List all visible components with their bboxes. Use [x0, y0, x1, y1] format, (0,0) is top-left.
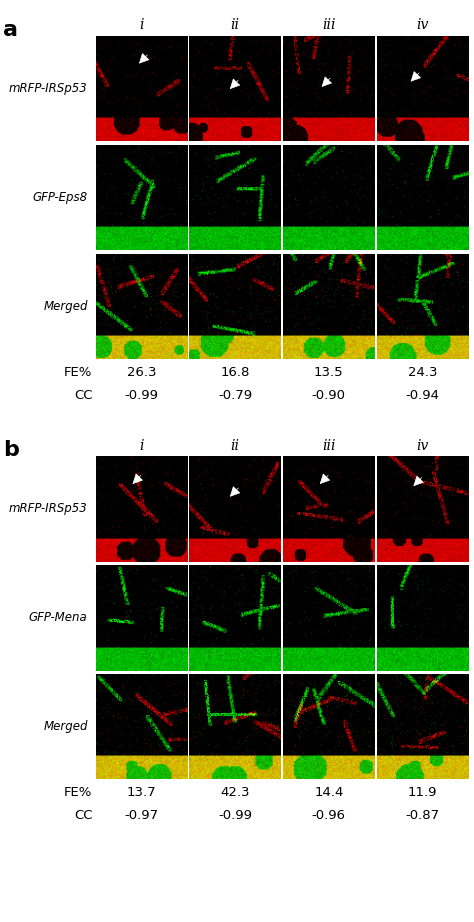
- Text: -0.87: -0.87: [405, 809, 439, 822]
- Text: 13.7: 13.7: [127, 786, 156, 799]
- Text: -0.90: -0.90: [312, 388, 346, 402]
- Text: -0.99: -0.99: [218, 809, 252, 822]
- Text: iv: iv: [416, 18, 428, 32]
- Text: 11.9: 11.9: [408, 786, 437, 799]
- Text: iii: iii: [322, 18, 336, 32]
- Text: iii: iii: [322, 439, 336, 453]
- Text: 42.3: 42.3: [220, 786, 250, 799]
- Text: -0.79: -0.79: [218, 388, 252, 402]
- Text: Merged: Merged: [43, 300, 88, 313]
- Text: GFP-Eps8: GFP-Eps8: [33, 191, 88, 204]
- Text: iv: iv: [416, 439, 428, 453]
- Text: mRFP-IRSp53: mRFP-IRSp53: [9, 502, 88, 515]
- Text: 13.5: 13.5: [314, 365, 344, 379]
- Text: a: a: [3, 19, 18, 40]
- Text: FE%: FE%: [64, 365, 92, 379]
- Text: 14.4: 14.4: [314, 786, 344, 799]
- Text: 24.3: 24.3: [408, 365, 437, 379]
- Text: CC: CC: [74, 809, 92, 822]
- Text: FE%: FE%: [64, 786, 92, 799]
- Text: ii: ii: [231, 18, 240, 32]
- Text: i: i: [139, 439, 144, 453]
- Text: CC: CC: [74, 388, 92, 402]
- Text: b: b: [3, 440, 19, 460]
- Text: 26.3: 26.3: [127, 365, 156, 379]
- Text: -0.96: -0.96: [312, 809, 346, 822]
- Text: 16.8: 16.8: [220, 365, 250, 379]
- Text: -0.97: -0.97: [125, 809, 159, 822]
- Text: mRFP-IRSp53: mRFP-IRSp53: [9, 82, 88, 95]
- Text: ii: ii: [231, 439, 240, 453]
- Text: GFP-Mena: GFP-Mena: [29, 611, 88, 624]
- Text: i: i: [139, 18, 144, 32]
- Text: Merged: Merged: [43, 720, 88, 733]
- Text: -0.99: -0.99: [125, 388, 159, 402]
- Text: -0.94: -0.94: [405, 388, 439, 402]
